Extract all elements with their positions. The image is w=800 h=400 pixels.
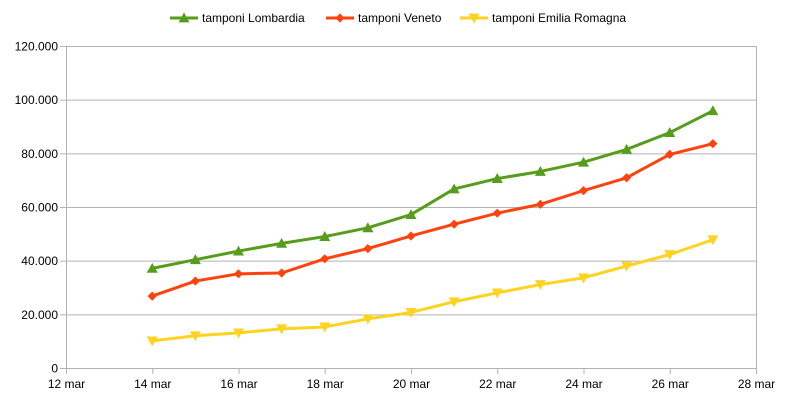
data-point bbox=[146, 336, 158, 347]
gridlines bbox=[66, 46, 756, 369]
data-point bbox=[622, 173, 632, 183]
y-axis: 0 20.000 40.000 60.000 80.000 100.000 120.000 bbox=[15, 40, 757, 376]
data-point bbox=[448, 183, 460, 194]
x-tick-label: 18 mar bbox=[307, 377, 344, 391]
series-3 bbox=[146, 235, 719, 347]
legend-item: tamponi Emilia Romagna bbox=[460, 11, 626, 25]
data-point bbox=[448, 297, 460, 308]
y-tick-label: 120.000 bbox=[15, 40, 59, 54]
data-point bbox=[320, 254, 330, 264]
data-point bbox=[534, 280, 546, 291]
data-point bbox=[405, 209, 417, 219]
data-point bbox=[189, 254, 201, 265]
data-point bbox=[362, 222, 374, 233]
data-point bbox=[707, 105, 719, 116]
series-line bbox=[151, 109, 714, 270]
data-point bbox=[578, 156, 589, 167]
series-line bbox=[152, 238, 714, 343]
data-point bbox=[664, 250, 676, 260]
y-tick-label: 0 bbox=[51, 362, 58, 376]
data-point bbox=[276, 237, 288, 248]
legend-marker bbox=[178, 12, 190, 23]
x-tick-label: 22 mar bbox=[479, 377, 516, 391]
data-point bbox=[405, 308, 417, 318]
x-axis: 12 mar 14 mar 16 mar 18 mar 20 mar 22 mar 24 m… bbox=[48, 368, 775, 391]
data-point bbox=[147, 291, 157, 301]
series-1 bbox=[146, 105, 719, 273]
data-point bbox=[276, 324, 288, 335]
data-point bbox=[277, 268, 287, 278]
series-line bbox=[151, 142, 714, 298]
data-point bbox=[363, 243, 373, 254]
data-point bbox=[491, 288, 503, 299]
data-point bbox=[578, 186, 589, 196]
x-tick-label: 24 mar bbox=[565, 377, 602, 391]
data-point bbox=[233, 269, 244, 279]
x-tick-label: 16 mar bbox=[220, 377, 257, 391]
data-point bbox=[189, 331, 201, 342]
data-point bbox=[362, 314, 374, 325]
x-tick-label: 26 mar bbox=[652, 377, 689, 391]
data-point bbox=[621, 261, 633, 272]
y-tick-label: 20.000 bbox=[21, 308, 58, 322]
data-point bbox=[146, 262, 158, 273]
data-point bbox=[233, 328, 244, 339]
data-point bbox=[492, 208, 502, 218]
y-tick-label: 80.000 bbox=[21, 147, 58, 161]
series-layer bbox=[146, 105, 719, 347]
legend-label: tamponi Lombardia bbox=[202, 11, 305, 25]
y-tick-label: 60.000 bbox=[21, 201, 58, 215]
data-point bbox=[578, 273, 589, 284]
series-2 bbox=[147, 139, 718, 301]
legend-item: tamponi Lombardia bbox=[170, 11, 305, 25]
data-point bbox=[665, 149, 675, 160]
x-tick-label: 12 mar bbox=[48, 377, 85, 391]
legend-marker bbox=[468, 13, 480, 24]
x-tick-label: 28 mar bbox=[738, 377, 775, 391]
data-point bbox=[535, 199, 545, 209]
legend-label: tamponi Veneto bbox=[358, 11, 442, 25]
legend-marker bbox=[335, 13, 345, 23]
x-tick-label: 14 mar bbox=[134, 377, 171, 391]
data-point bbox=[534, 165, 546, 176]
x-tick-label: 20 mar bbox=[393, 377, 430, 391]
data-point bbox=[664, 127, 676, 138]
data-point bbox=[233, 245, 244, 256]
data-point bbox=[406, 231, 416, 241]
data-point bbox=[707, 235, 719, 246]
data-point bbox=[708, 139, 718, 149]
legend-label: tamponi Emilia Romagna bbox=[492, 11, 626, 25]
data-point bbox=[319, 322, 331, 333]
data-point bbox=[621, 143, 633, 154]
data-point bbox=[190, 276, 200, 286]
data-point bbox=[449, 219, 459, 229]
legend-item: tamponi Veneto bbox=[326, 11, 442, 25]
data-point bbox=[319, 231, 331, 241]
y-tick-label: 40.000 bbox=[21, 254, 58, 268]
data-point bbox=[491, 173, 503, 183]
y-tick-label: 100.000 bbox=[15, 93, 59, 107]
legend: tamponi Lombardia tamponi Veneto tamponi E… bbox=[170, 11, 626, 25]
